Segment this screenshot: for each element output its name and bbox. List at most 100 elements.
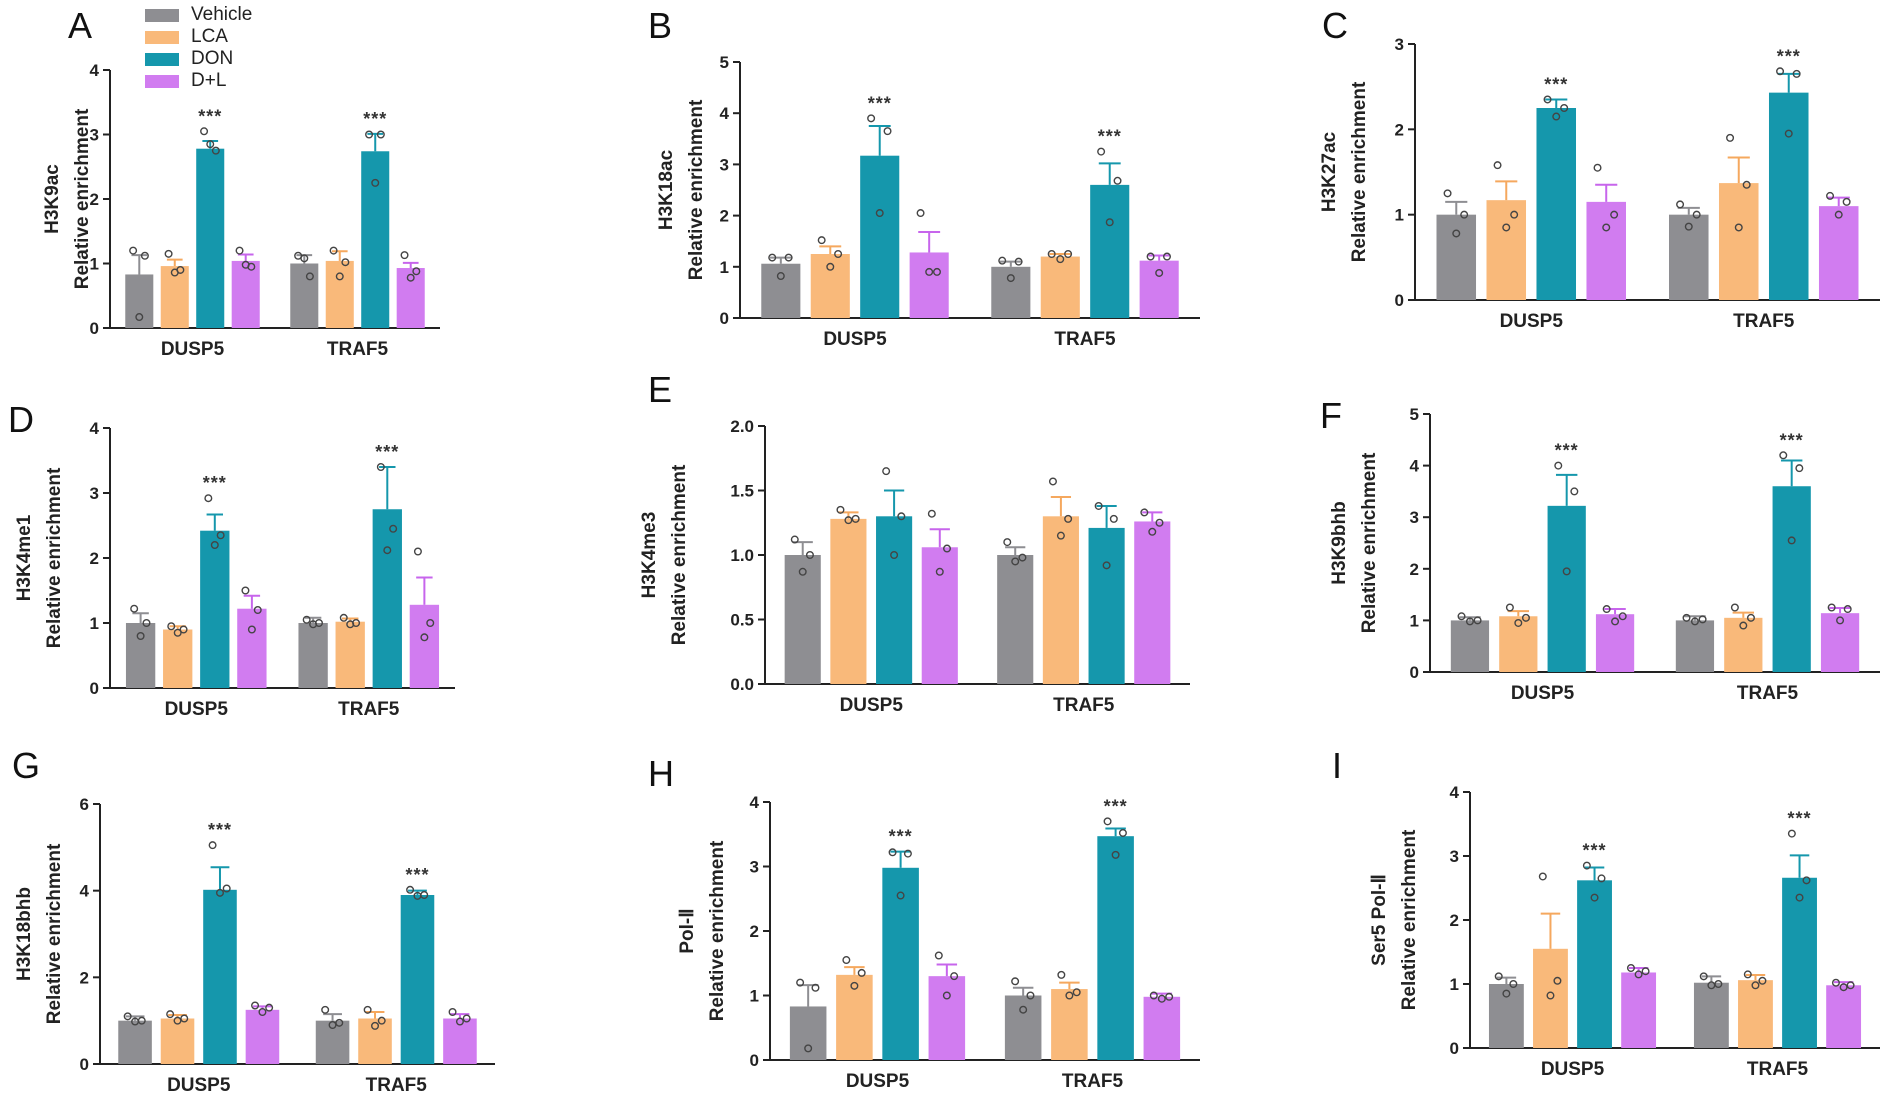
data-point bbox=[215, 888, 224, 897]
y-tick-label: 0 bbox=[1395, 291, 1404, 310]
chart-panel-h: H 0 1 2 3 4 Pol-Ⅱ Relative enrichment DUSP5 *** TR… bbox=[648, 753, 1200, 1092]
data-point bbox=[365, 130, 374, 139]
data-point bbox=[321, 1005, 330, 1014]
y-axis-subtitle: Relative enrichment bbox=[44, 843, 65, 1024]
x-tick-label: DUSP5 bbox=[161, 339, 225, 360]
legend-label-lca: LCA bbox=[191, 26, 228, 47]
y-tick-label: 1 bbox=[1410, 611, 1419, 630]
y-tick-label: 2 bbox=[1450, 911, 1459, 930]
data-point bbox=[1602, 605, 1611, 614]
data-point bbox=[206, 140, 215, 149]
bar-dl-dusp5 bbox=[928, 976, 966, 1060]
bar-don-dusp5 bbox=[203, 889, 237, 1064]
y-axis-subtitle: Relative enrichment bbox=[1399, 829, 1420, 1010]
y-tick-label: 3 bbox=[1395, 35, 1404, 54]
bar-don-traf5 bbox=[372, 509, 402, 688]
data-point bbox=[1111, 850, 1120, 859]
data-point bbox=[1443, 189, 1452, 198]
y-tick-label: 5 bbox=[1410, 405, 1419, 424]
data-point bbox=[400, 251, 409, 260]
data-point bbox=[1751, 981, 1760, 990]
bar-lca-traf5 bbox=[1724, 617, 1763, 672]
y-axis-subtitle: Relative enrichment bbox=[1359, 452, 1380, 633]
data-point bbox=[1582, 861, 1591, 870]
y-axis-title: H3K18ac bbox=[656, 149, 677, 230]
data-point bbox=[1776, 67, 1785, 76]
data-point bbox=[1003, 538, 1012, 547]
significance-label: *** bbox=[1780, 430, 1804, 450]
y-tick-label: 2 bbox=[90, 549, 99, 568]
data-point bbox=[1460, 210, 1469, 219]
data-point bbox=[1699, 972, 1708, 981]
data-point bbox=[1795, 464, 1804, 473]
data-point bbox=[817, 236, 826, 245]
data-point bbox=[413, 891, 422, 900]
data-point bbox=[389, 524, 398, 533]
bar-vehicle-dusp5 bbox=[118, 1020, 152, 1064]
bar-lca-dusp5 bbox=[160, 1018, 195, 1064]
data-point bbox=[1140, 508, 1149, 517]
x-tick-label: TRAF5 bbox=[1062, 1071, 1124, 1092]
y-tick-label: 1 bbox=[90, 614, 99, 633]
data-point bbox=[950, 972, 959, 981]
data-point bbox=[1538, 872, 1547, 881]
bar-lca-traf5 bbox=[1718, 183, 1759, 300]
data-point bbox=[129, 246, 138, 255]
data-point bbox=[1109, 514, 1118, 523]
y-tick-label: 0.5 bbox=[730, 611, 754, 630]
data-point bbox=[826, 262, 835, 271]
y-tick-label: 6 bbox=[80, 795, 89, 814]
data-point bbox=[1165, 992, 1174, 1001]
data-point bbox=[1602, 223, 1611, 232]
significance-label: *** bbox=[208, 820, 232, 840]
data-point bbox=[851, 514, 860, 523]
data-point bbox=[1457, 612, 1466, 621]
y-tick-label: 2 bbox=[80, 968, 89, 987]
data-point bbox=[1730, 603, 1739, 612]
bar-don-dusp5 bbox=[200, 530, 230, 688]
data-point bbox=[1842, 197, 1851, 206]
data-point bbox=[1707, 981, 1716, 990]
significance-label: *** bbox=[375, 442, 399, 462]
data-point bbox=[1726, 133, 1735, 142]
y-axis-subtitle: Relative enrichment bbox=[707, 840, 728, 1021]
data-point bbox=[1802, 876, 1811, 885]
data-point bbox=[253, 606, 262, 615]
data-point bbox=[1473, 616, 1482, 625]
chart-panel-d: D 0 1 2 3 4 H3K4me1 Relative enrichment DUSP5 ***… bbox=[8, 399, 455, 720]
bar-vehicle-traf5 bbox=[1669, 214, 1709, 300]
bar-don-traf5 bbox=[1088, 527, 1125, 684]
data-point bbox=[377, 1016, 386, 1025]
data-point bbox=[1521, 613, 1530, 622]
data-point bbox=[805, 551, 814, 560]
data-point bbox=[1560, 103, 1569, 112]
data-point bbox=[934, 951, 943, 960]
data-point bbox=[1097, 147, 1106, 156]
data-point bbox=[1739, 621, 1748, 630]
data-point bbox=[1698, 615, 1707, 624]
legend-label-vehicle: Vehicle bbox=[191, 4, 253, 25]
data-point bbox=[448, 1008, 457, 1017]
data-point bbox=[1502, 223, 1511, 232]
bar-dl-dusp5 bbox=[1595, 614, 1635, 672]
y-tick-label: 4 bbox=[1450, 783, 1460, 802]
data-point bbox=[943, 544, 952, 553]
data-point bbox=[1836, 616, 1845, 625]
data-point bbox=[804, 1044, 813, 1053]
data-point bbox=[241, 260, 250, 269]
data-point bbox=[776, 272, 785, 281]
bar-dl-traf5 bbox=[1820, 613, 1860, 672]
bar-vehicle-dusp5 bbox=[784, 555, 821, 684]
bar-dl-dusp5 bbox=[231, 260, 260, 328]
data-point bbox=[383, 546, 392, 555]
data-point bbox=[140, 251, 149, 260]
data-point bbox=[341, 258, 350, 267]
data-point bbox=[1839, 983, 1848, 992]
data-point bbox=[339, 613, 348, 622]
bar-lca-traf5 bbox=[1042, 516, 1079, 684]
bar-dl-dusp5 bbox=[237, 608, 267, 688]
y-tick-label: 2 bbox=[1395, 120, 1404, 139]
data-point bbox=[1834, 210, 1843, 219]
data-point bbox=[790, 535, 799, 544]
legend-label-dl: D+L bbox=[191, 70, 227, 91]
